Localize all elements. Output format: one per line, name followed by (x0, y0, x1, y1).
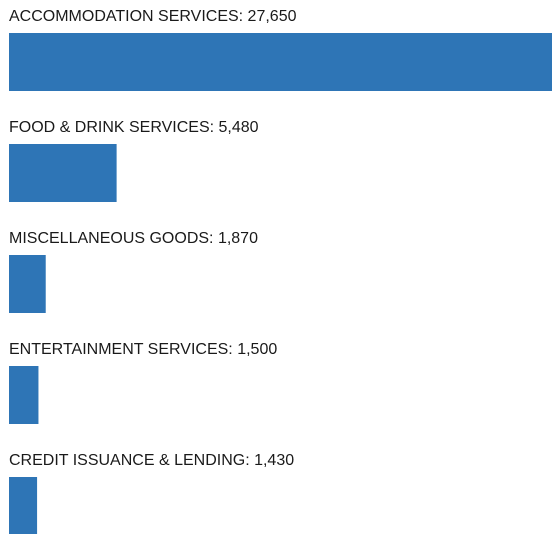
bar-label: ACCOMMODATION SERVICES: 27,650 (9, 8, 297, 25)
bar-label: CREDIT ISSUANCE & LENDING: 1,430 (9, 452, 294, 469)
bar (9, 366, 39, 424)
bar-label: FOOD & DRINK SERVICES: 5,480 (9, 119, 259, 136)
bar-label: ENTERTAINMENT SERVICES: 1,500 (9, 341, 277, 358)
bar (9, 477, 38, 534)
bar (9, 255, 46, 313)
bar (9, 33, 552, 91)
bar (9, 144, 117, 202)
bar-label: MISCELLANEOUS GOODS: 1,870 (9, 230, 258, 247)
